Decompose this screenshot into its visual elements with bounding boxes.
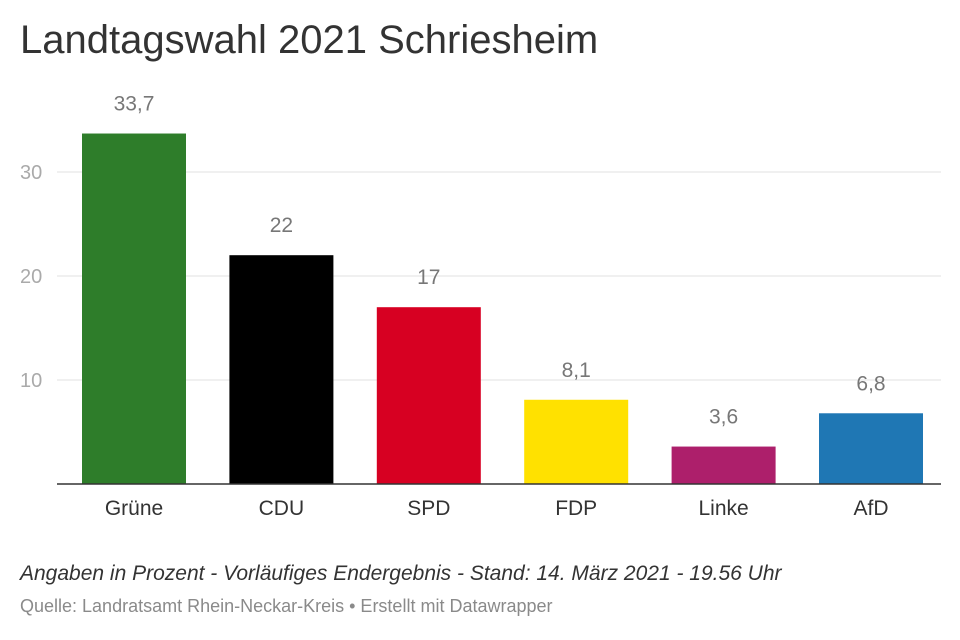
value-label: 3,6 <box>709 406 738 429</box>
value-label: 8,1 <box>562 359 591 382</box>
x-tick-label: CDU <box>259 497 305 520</box>
x-tick-label: Grüne <box>105 497 163 520</box>
x-tick-label: SPD <box>407 497 450 520</box>
bar-cdu[interactable] <box>229 255 334 484</box>
chart-footnote: Angaben in Prozent - Vorläufiges Enderge… <box>20 562 782 585</box>
gridlines: 10 20 30 <box>20 162 941 392</box>
y-tick-label: 10 <box>20 370 42 392</box>
y-tick-label: 20 <box>20 266 42 288</box>
bar-afd[interactable] <box>819 413 923 484</box>
x-tick-label: FDP <box>555 497 597 520</box>
bar-spd[interactable] <box>376 307 481 484</box>
chart-title: Landtagswahl 2021 Schriesheim <box>20 18 599 62</box>
value-label: 6,8 <box>856 372 885 395</box>
chart-source[interactable]: Quelle: Landratsamt Rhein-Neckar-Kreis •… <box>20 596 553 616</box>
value-label: 33,7 <box>114 93 155 116</box>
bar-linke[interactable] <box>671 446 776 484</box>
y-tick-label: 30 <box>20 162 42 184</box>
bar-gr-ne[interactable] <box>82 133 186 484</box>
x-tick-label: AfD <box>853 497 888 520</box>
x-tick-label: Linke <box>698 497 748 520</box>
value-label: 22 <box>270 214 293 237</box>
bar-fdp[interactable] <box>524 399 629 484</box>
value-label: 17 <box>417 266 440 289</box>
bars: 33,7 Grüne 22 CDU 17 SPD 8,1 FDP 3,6 Linke 6,8 AfD <box>82 93 923 520</box>
